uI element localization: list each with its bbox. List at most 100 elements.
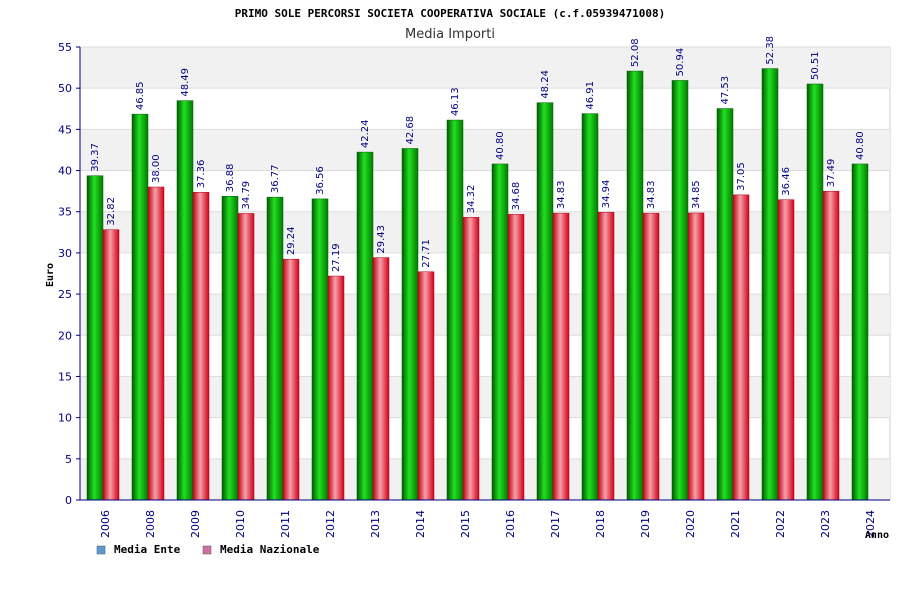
- legend-label: Media Ente: [114, 543, 181, 556]
- data-label: 39.37: [90, 143, 101, 172]
- data-label: 37.36: [196, 160, 207, 189]
- data-label: 37.05: [736, 162, 747, 191]
- y-tick-label: 5: [65, 453, 72, 466]
- bar-media-ente: [176, 100, 194, 501]
- bar-media-nazionale: [147, 186, 165, 501]
- bar-media-ente: [716, 108, 734, 501]
- legend-label: Media Nazionale: [220, 543, 320, 556]
- data-label: 42.68: [405, 116, 416, 145]
- data-label: 34.83: [556, 180, 567, 209]
- bar-media-nazionale: [642, 212, 660, 501]
- x-tick-label: 2018: [594, 510, 607, 538]
- data-label: 34.83: [646, 180, 657, 209]
- x-tick-label: 2008: [144, 510, 157, 538]
- data-label: 34.79: [241, 181, 252, 210]
- y-tick-label: 10: [58, 412, 72, 425]
- data-label: 34.94: [601, 180, 612, 209]
- bar-media-nazionale: [687, 212, 705, 501]
- bar-media-nazionale: [552, 212, 570, 501]
- x-tick-label: 2020: [684, 510, 697, 538]
- data-label: 36.46: [781, 167, 792, 196]
- bar-media-ente: [311, 198, 329, 501]
- x-axis: 2006 2008 2009 2010 2011 2012 2013 2014 2015 2016…: [80, 499, 890, 538]
- bar-media-ente: [356, 151, 374, 501]
- data-label: 42.24: [360, 119, 371, 148]
- y-tick-label: 50: [58, 82, 72, 95]
- x-tick-label: 2010: [234, 510, 247, 538]
- bar-media-nazionale: [417, 271, 435, 501]
- x-tick-label: 2009: [189, 510, 202, 538]
- y-tick-label: 45: [58, 123, 72, 136]
- x-tick-label: 2024: [864, 510, 877, 538]
- plot-background: [79, 46, 891, 501]
- chart-title: PRIMO SOLE PERCORSI SOCIETA COOPERATIVA …: [235, 7, 665, 20]
- data-label: 46.85: [135, 81, 146, 110]
- bar-media-ente: [491, 163, 509, 501]
- y-tick-label: 25: [58, 288, 72, 301]
- data-label: 36.77: [270, 165, 281, 194]
- grid-band: [80, 211, 890, 253]
- data-label: 34.85: [691, 180, 702, 209]
- data-label: 29.24: [286, 227, 297, 256]
- data-label: 36.56: [315, 166, 326, 195]
- legend: Media Ente Media Nazionale: [96, 543, 320, 556]
- bar-media-ente: [266, 196, 284, 501]
- data-label: 36.88: [225, 164, 236, 193]
- data-label: 38.00: [151, 154, 162, 183]
- bar-media-ente: [131, 113, 149, 501]
- data-label: 50.51: [810, 51, 821, 80]
- grid-band: [80, 376, 890, 418]
- x-tick-label: 2014: [414, 510, 427, 538]
- x-tick-label: 2011: [279, 510, 292, 538]
- chart-subtitle: Media Importi: [405, 27, 495, 42]
- bar-media-nazionale: [462, 217, 480, 501]
- grid-band: [80, 294, 890, 336]
- x-tick-label: 2017: [549, 510, 562, 538]
- y-tick-label: 15: [58, 370, 72, 383]
- bar-media-nazionale: [777, 199, 795, 501]
- bar-media-ente: [446, 119, 464, 501]
- bar-media-nazionale: [237, 213, 255, 501]
- data-label: 52.08: [630, 38, 641, 67]
- y-tick-label: 30: [58, 247, 72, 260]
- y-axis-label: Euro: [45, 263, 56, 287]
- bar-media-nazionale: [822, 190, 840, 501]
- x-tick-label: 2015: [459, 510, 472, 538]
- bar-media-ente: [86, 175, 104, 501]
- data-label: 46.13: [450, 87, 461, 116]
- data-label: 40.80: [495, 131, 506, 160]
- bars: 39.37 32.82 46.85 38.00 48.49 37.36 36.88 34.79…: [86, 36, 869, 501]
- data-label: 50.94: [675, 48, 686, 77]
- data-label: 40.80: [855, 131, 866, 160]
- x-axis-label: Anno: [865, 530, 889, 541]
- bar-media-ente: [626, 70, 644, 501]
- x-tick-label: 2006: [99, 510, 112, 538]
- bar-media-ente: [851, 163, 869, 501]
- data-label: 27.71: [421, 239, 432, 268]
- bar-media-ente: [401, 148, 419, 501]
- x-tick-label: 2016: [504, 510, 517, 538]
- y-tick-label: 40: [58, 165, 72, 178]
- bar-media-ente: [221, 195, 239, 501]
- plot-frame: [79, 46, 891, 501]
- bar-media-nazionale: [327, 275, 345, 501]
- x-tick-label: 2019: [639, 510, 652, 538]
- grid-band: [80, 47, 890, 89]
- bar-media-nazionale: [507, 214, 525, 501]
- bar-media-ente: [581, 113, 599, 501]
- bar-media-ente: [671, 80, 689, 501]
- bar-media-nazionale: [597, 211, 615, 501]
- bar-media-ente: [761, 68, 779, 501]
- data-label: 48.24: [540, 70, 551, 99]
- data-label: 32.82: [106, 197, 117, 226]
- data-label: 37.49: [826, 159, 837, 188]
- data-label: 34.68: [511, 182, 522, 211]
- bar-media-nazionale: [192, 192, 210, 501]
- data-label: 29.43: [376, 225, 387, 254]
- bar-media-nazionale: [372, 257, 390, 501]
- data-label: 52.38: [765, 36, 776, 65]
- grid-band: [80, 129, 890, 171]
- legend-swatch: [202, 545, 212, 555]
